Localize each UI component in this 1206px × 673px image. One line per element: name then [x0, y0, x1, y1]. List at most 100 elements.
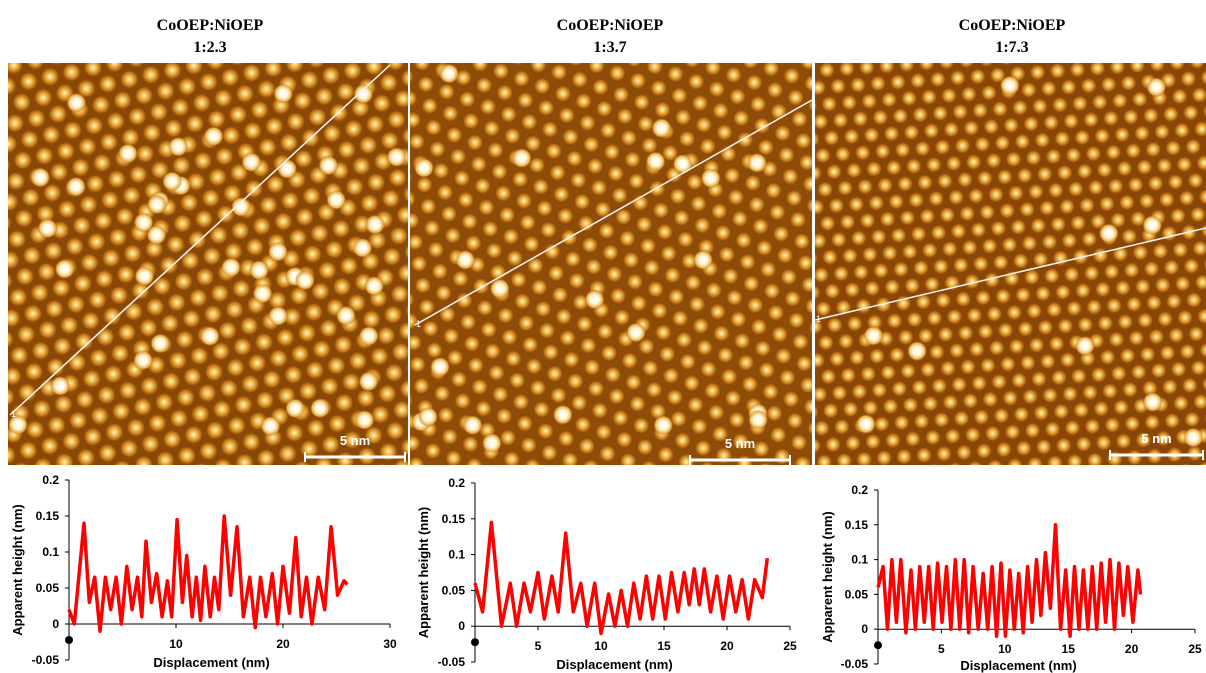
bright-molecule: [133, 350, 154, 371]
y-tick-label: 0.05: [36, 581, 60, 595]
y-tick-label: -0.05: [841, 657, 869, 671]
bright-molecule: [117, 143, 138, 164]
stm-image: [815, 63, 1206, 465]
bright-molecule: [199, 326, 220, 347]
y-tick-label: 0.1: [42, 545, 59, 559]
x-axis-label: Displacement (nm): [556, 657, 672, 672]
y-tick-label: 0.1: [851, 553, 868, 567]
bright-molecule: [1183, 427, 1204, 448]
y-tick-label: 0.15: [845, 518, 869, 532]
bright-molecule: [150, 333, 171, 354]
bright-molecule: [65, 176, 86, 197]
y-tick-label: 0: [52, 617, 59, 631]
x-tick-label: 15: [1062, 642, 1076, 656]
bright-molecule: [221, 257, 242, 278]
stm-image: [410, 63, 812, 465]
bright-molecule: [146, 224, 167, 245]
origin-dot: [874, 641, 882, 650]
bright-molecule: [267, 241, 288, 262]
y-tick-label: 0.05: [845, 587, 869, 601]
bright-molecule: [645, 151, 666, 172]
bright-molecule: [203, 126, 224, 147]
bright-molecule: [481, 433, 502, 454]
bright-molecule: [268, 305, 289, 326]
bright-molecule: [552, 404, 573, 425]
origin-dot: [471, 638, 479, 647]
bright-molecule: [231, 196, 252, 217]
bright-molecule: [455, 249, 476, 270]
x-tick-label: 5: [938, 642, 945, 656]
bright-molecule: [365, 214, 386, 235]
x-axis-label: Displacement (nm): [153, 655, 269, 670]
scale-bar-label: 5 nm: [1141, 431, 1171, 446]
bright-molecule: [700, 168, 721, 189]
bright-molecule: [653, 415, 674, 436]
bright-molecule: [353, 83, 374, 104]
y-tick-label: -0.05: [438, 655, 466, 669]
bright-molecule: [863, 325, 884, 346]
bright-molecule: [418, 406, 439, 427]
bright-molecule: [1142, 215, 1163, 236]
bright-molecule: [386, 147, 407, 168]
bright-molecule: [277, 158, 298, 179]
bright-molecule: [273, 83, 294, 104]
bright-molecule: [294, 270, 315, 291]
profile-curve: [876, 523, 1143, 638]
bright-molecule: [651, 118, 672, 139]
y-axis-label: Apparent height (nm): [820, 511, 835, 642]
bright-molecule: [285, 398, 306, 419]
panel-subtitle: 1:7.3: [995, 39, 1028, 56]
profile-marker: 1: [11, 409, 16, 419]
bright-molecule: [309, 398, 330, 419]
bright-molecule: [50, 375, 71, 396]
bright-molecule: [54, 258, 75, 279]
bright-molecule: [241, 152, 262, 173]
scale-bar-label: 5 nm: [725, 436, 755, 451]
y-tick-label: 0.05: [442, 583, 466, 597]
bright-molecule: [748, 409, 769, 430]
panel-title: CoOEP:NiOEP: [959, 17, 1066, 34]
panel-subtitle: 1:3.7: [593, 39, 626, 56]
bright-molecule: [999, 75, 1020, 96]
x-tick-label: 10: [594, 639, 608, 653]
x-tick-label: 20: [276, 637, 290, 651]
profile-line: [814, 227, 1206, 321]
bright-molecule: [37, 218, 58, 239]
x-axis-label: Displacement (nm): [960, 658, 1076, 673]
origin-dot: [65, 636, 73, 644]
bright-molecule: [318, 155, 339, 176]
bright-molecule: [1142, 392, 1163, 413]
x-tick-label: 15: [657, 639, 671, 653]
bright-molecule: [162, 171, 183, 192]
bright-molecule: [168, 136, 189, 157]
bright-molecule: [414, 157, 435, 178]
bright-molecule: [354, 409, 375, 430]
x-tick-label: 5: [535, 639, 542, 653]
profile-marker: 1: [816, 314, 821, 324]
bright-molecule: [1098, 223, 1119, 244]
y-tick-label: 0.2: [448, 476, 465, 490]
profile-curve: [67, 514, 349, 633]
bright-molecule: [907, 340, 928, 361]
bright-molecule: [625, 322, 646, 343]
bright-molecule: [358, 326, 379, 347]
bright-molecule: [1074, 335, 1095, 356]
bright-molecule: [146, 194, 167, 215]
bright-molecule: [693, 249, 714, 270]
bright-molecule: [66, 92, 87, 113]
bright-molecule: [584, 289, 605, 310]
bright-molecule: [855, 414, 876, 435]
y-tick-label: 0.15: [442, 512, 466, 526]
profile-line: [9, 64, 391, 416]
bright-molecule: [511, 148, 532, 169]
y-tick-label: 0.2: [851, 483, 868, 497]
bright-molecule: [364, 275, 385, 296]
bright-molecule: [8, 414, 29, 435]
bright-molecule: [326, 189, 347, 210]
x-tick-label: 10: [998, 642, 1012, 656]
bright-molecule: [489, 278, 510, 299]
bright-molecule: [30, 167, 51, 188]
bright-molecule: [672, 153, 693, 174]
bright-molecule: [335, 305, 356, 326]
